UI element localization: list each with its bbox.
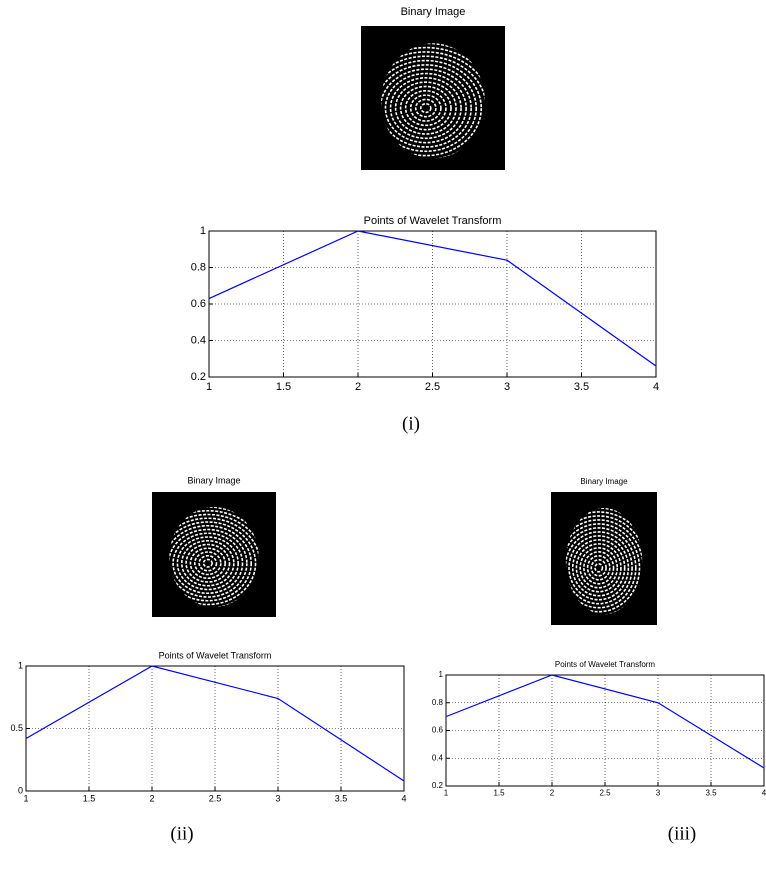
x-tick-label: 2 (355, 381, 361, 393)
caption: (ii) (170, 823, 193, 844)
image-title: Binary Image (580, 477, 628, 486)
chart-title: Points of Wavelet Transform (159, 650, 272, 660)
y-tick-label: 0.6 (432, 726, 444, 735)
y-tick-label: 0 (18, 785, 23, 795)
y-tick-label: 1 (439, 670, 444, 679)
x-tick-label: 1.5 (276, 381, 291, 393)
x-tick-label: 2.5 (209, 793, 222, 803)
x-tick-label: 1.5 (493, 788, 505, 797)
x-tick-label: 1 (444, 788, 449, 797)
x-tick-label: 3.5 (574, 381, 589, 393)
x-tick-label: 3 (275, 793, 280, 803)
figure: Binary Image (i) Points of Wavelet Transfo… (0, 0, 766, 880)
y-tick-label: 0.6 (191, 298, 206, 310)
x-tick-label: 4 (401, 793, 406, 803)
x-tick-label: 1 (206, 381, 212, 393)
y-tick-label: 0.8 (432, 698, 444, 707)
data-line (446, 675, 764, 768)
chart-title: Points of Wavelet Transform (364, 215, 502, 227)
y-tick-label: 0.4 (191, 334, 206, 346)
x-tick-label: 1 (23, 793, 28, 803)
x-tick-label: 2.5 (599, 788, 611, 797)
y-tick-label: 1 (200, 225, 206, 237)
x-tick-label: 3 (504, 381, 510, 393)
x-tick-label: 2.5 (425, 381, 440, 393)
x-tick-label: 2 (149, 793, 154, 803)
y-tick-label: 0.4 (432, 753, 444, 762)
y-tick-label: 0.2 (191, 371, 206, 383)
x-tick-label: 3 (656, 788, 661, 797)
x-tick-label: 2 (550, 788, 555, 797)
caption: (iii) (668, 823, 697, 844)
x-tick-label: 3.5 (335, 793, 348, 803)
x-tick-label: 4 (653, 381, 659, 393)
image-title: Binary Image (401, 6, 466, 18)
y-tick-label: 0.2 (432, 781, 444, 790)
caption: (i) (402, 413, 420, 434)
image-title: Binary Image (187, 475, 240, 485)
y-tick-label: 1 (18, 660, 23, 670)
y-tick-label: 0.8 (191, 261, 206, 273)
chart-title: Points of Wavelet Transform (555, 660, 656, 669)
x-tick-label: 1.5 (83, 793, 96, 803)
x-tick-label: 4 (762, 788, 766, 797)
y-tick-label: 0.5 (10, 723, 23, 733)
x-tick-label: 3.5 (705, 788, 717, 797)
